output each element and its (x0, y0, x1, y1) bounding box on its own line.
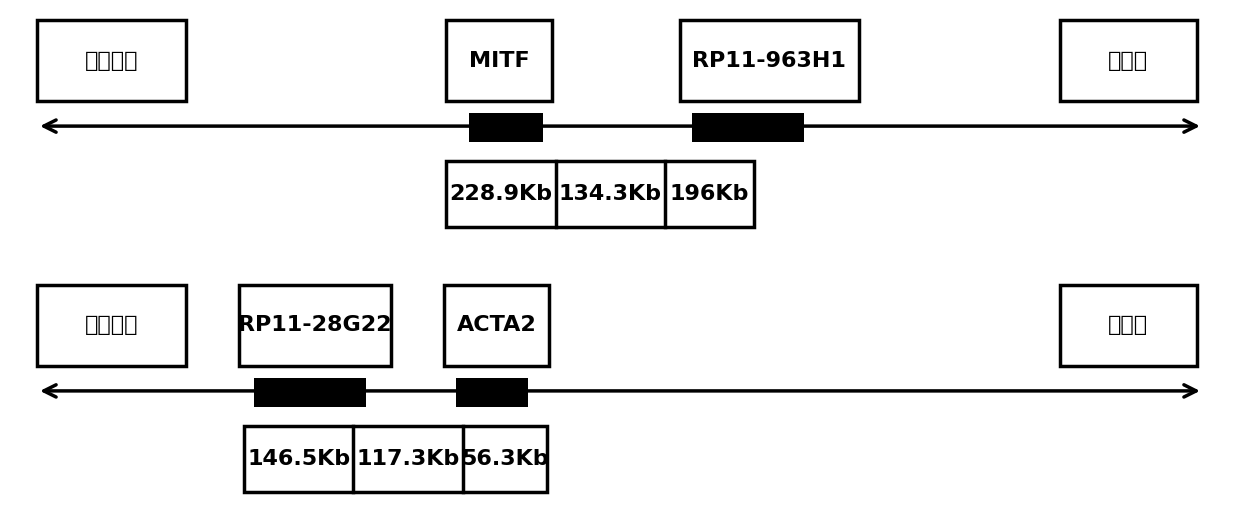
Text: ACTA2: ACTA2 (456, 315, 537, 336)
Text: 着丝粒侧: 着丝粒侧 (84, 51, 139, 70)
Bar (692, 114, 804, 143)
Bar (244, 426, 547, 492)
Bar (1060, 20, 1197, 101)
Text: 117.3Kb: 117.3Kb (356, 449, 460, 469)
Bar (1060, 285, 1197, 366)
Bar (37, 20, 186, 101)
Text: RP11-963H1: RP11-963H1 (692, 51, 847, 70)
Bar (680, 20, 859, 101)
Text: RP11-28G22: RP11-28G22 (238, 315, 392, 336)
Text: 134.3Kb: 134.3Kb (558, 184, 662, 204)
Text: 着丝粒侧: 着丝粒侧 (84, 315, 139, 336)
Text: 228.9Kb: 228.9Kb (449, 184, 553, 204)
Bar (239, 285, 391, 366)
Bar (446, 20, 552, 101)
Text: 端粒侧: 端粒侧 (1109, 315, 1148, 336)
Text: 146.5Kb: 146.5Kb (247, 449, 351, 469)
Bar (446, 161, 754, 227)
Bar (469, 114, 543, 143)
Bar (456, 378, 528, 407)
Text: 196Kb: 196Kb (670, 184, 749, 204)
Text: MITF: MITF (469, 51, 529, 70)
Text: 端粒侧: 端粒侧 (1109, 51, 1148, 70)
Bar (444, 285, 549, 366)
Bar (37, 285, 186, 366)
Bar (254, 378, 366, 407)
Text: 56.3Kb: 56.3Kb (461, 449, 548, 469)
